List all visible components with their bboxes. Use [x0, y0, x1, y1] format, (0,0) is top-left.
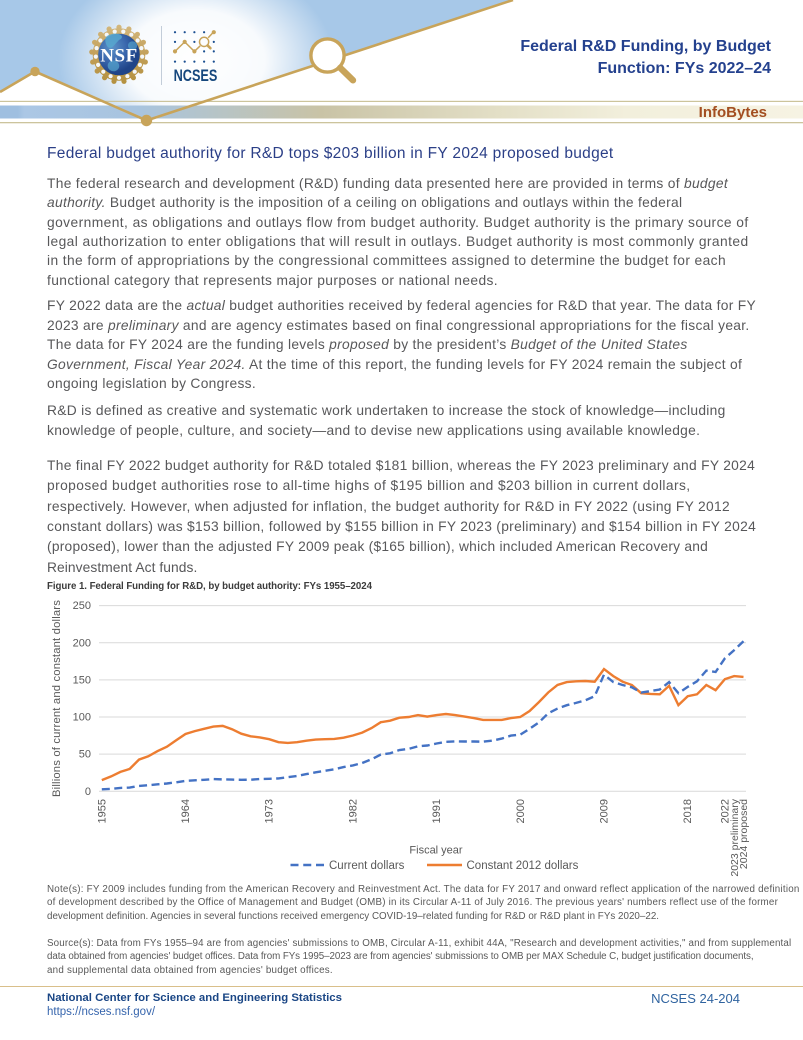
- svg-text:2000: 2000: [515, 799, 527, 823]
- svg-text:200: 200: [73, 637, 91, 649]
- svg-text:50: 50: [79, 749, 91, 761]
- svg-text:2018: 2018: [682, 799, 694, 823]
- svg-text:InfoBytes: InfoBytes: [699, 104, 767, 121]
- svg-text:1973: 1973: [264, 799, 276, 823]
- svg-text:2023 preliminary: 2023 preliminary: [729, 798, 741, 876]
- svg-text:Current dollars: Current dollars: [329, 860, 405, 872]
- svg-text:1991: 1991: [431, 799, 443, 823]
- svg-text:2022: 2022: [719, 799, 731, 823]
- svg-text:250: 250: [73, 600, 91, 612]
- svg-text:1955: 1955: [96, 799, 108, 823]
- svg-text:Fiscal year: Fiscal year: [409, 845, 463, 857]
- svg-text:2009: 2009: [599, 799, 611, 823]
- svg-text:100: 100: [73, 712, 91, 724]
- svg-text:2024 proposed: 2024 proposed: [738, 799, 750, 869]
- svg-text:1982: 1982: [347, 799, 359, 823]
- svg-text:150: 150: [73, 675, 91, 687]
- svg-text:NCSES: NCSES: [174, 66, 218, 85]
- svg-text:Billions of current and consta: Billions of current and constant dollars: [51, 600, 63, 797]
- svg-text:0: 0: [85, 786, 91, 798]
- svg-text:1964: 1964: [180, 799, 192, 823]
- svg-text:NSF: NSF: [100, 46, 137, 67]
- svg-text:Constant 2012 dollars: Constant 2012 dollars: [467, 860, 579, 872]
